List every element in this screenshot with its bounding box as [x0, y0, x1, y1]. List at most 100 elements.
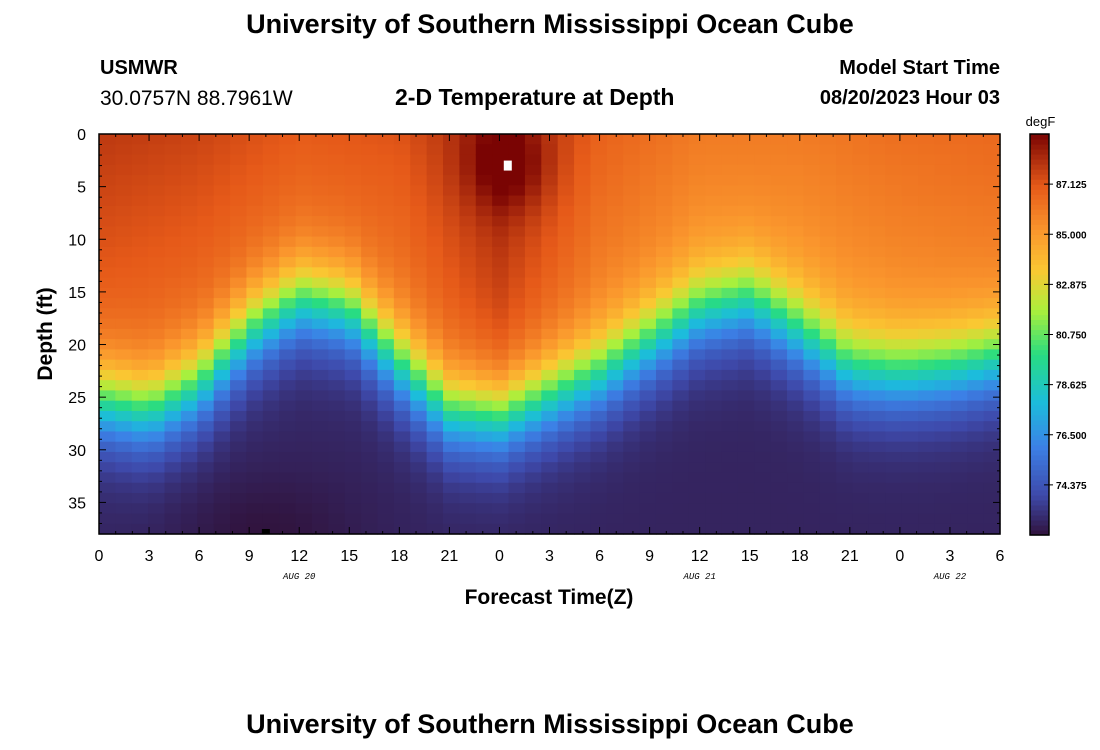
heatmap-cell — [770, 410, 788, 422]
colorbar-segment — [1030, 354, 1049, 361]
colorbar-segment — [1030, 419, 1049, 426]
heatmap-cell — [672, 349, 690, 361]
heatmap-cell — [787, 257, 805, 268]
heatmap-cell — [852, 154, 870, 166]
heatmap-cell — [770, 205, 788, 217]
heatmap-cell — [606, 298, 624, 309]
heatmap-cell — [99, 482, 116, 494]
heatmap-cell — [590, 421, 608, 433]
heatmap-cell — [148, 421, 166, 433]
heatmap-cell — [836, 236, 854, 248]
heatmap-cell — [721, 154, 739, 166]
heatmap-cell — [655, 513, 673, 525]
heatmap-cell — [918, 246, 936, 258]
heatmap-cell — [688, 380, 706, 392]
heatmap-cell — [574, 441, 592, 453]
heatmap-cell — [115, 523, 133, 535]
heatmap-cell — [131, 134, 149, 145]
heatmap-cell — [295, 513, 313, 525]
heatmap-cell — [721, 308, 739, 320]
heatmap-cell — [688, 523, 706, 535]
heatmap-cell — [688, 298, 706, 309]
heatmap-cell — [230, 513, 248, 525]
colorbar-segment — [1030, 389, 1049, 396]
heatmap-cell — [983, 349, 1001, 361]
heatmap-cell — [885, 277, 903, 289]
heatmap-cell — [688, 451, 706, 463]
heatmap-cell — [918, 257, 936, 268]
heatmap-cell — [197, 236, 215, 248]
heatmap-cell — [787, 134, 805, 145]
heatmap-cell — [361, 328, 379, 340]
heatmap-cell — [311, 462, 329, 474]
heatmap-cell — [787, 246, 805, 258]
heatmap-cell — [131, 380, 149, 392]
heatmap-cell — [328, 328, 346, 340]
heatmap-cell — [737, 175, 755, 186]
heatmap-cell — [672, 390, 690, 402]
heatmap-cell — [230, 431, 248, 443]
heatmap-cell — [262, 421, 280, 433]
heatmap-cell — [590, 134, 608, 145]
heatmap-cell — [787, 328, 805, 340]
heatmap-cell — [934, 462, 952, 474]
colorbar-segment — [1030, 149, 1049, 155]
heatmap-cell — [410, 339, 428, 350]
heatmap-cell — [344, 205, 362, 217]
heatmap-cell — [836, 287, 854, 299]
heatmap-cell — [606, 369, 624, 381]
heatmap-cell — [672, 134, 690, 145]
heatmap-cell — [967, 205, 985, 217]
heatmap-cell — [590, 287, 608, 299]
heatmap-cell — [918, 441, 936, 453]
heatmap-cell — [311, 523, 329, 535]
heatmap-cell — [344, 318, 362, 330]
colorbar-segment — [1030, 179, 1049, 185]
heatmap-cell — [361, 164, 379, 176]
heatmap-cell — [213, 482, 231, 494]
heatmap-cell — [655, 318, 673, 330]
heatmap-cell — [901, 513, 919, 525]
heatmap-cell — [377, 185, 395, 197]
heatmap-cell — [246, 472, 264, 484]
heatmap-cell — [115, 328, 133, 340]
heatmap-cell — [279, 328, 297, 340]
heatmap-cell — [934, 369, 952, 381]
heatmap-cell — [639, 328, 657, 340]
heatmap-cell — [541, 390, 559, 402]
heatmap-cell — [475, 359, 493, 371]
heatmap-cell — [508, 164, 526, 176]
heatmap-cell — [574, 277, 592, 289]
heatmap-cell — [574, 380, 592, 392]
heatmap-cell — [524, 421, 542, 433]
heatmap-cell — [344, 277, 362, 289]
heatmap-cell — [606, 144, 624, 156]
heatmap-cell — [426, 164, 444, 176]
heatmap-cell — [655, 164, 673, 176]
heatmap-cell — [868, 267, 886, 279]
heatmap-cell — [230, 205, 248, 217]
heatmap-cell — [868, 339, 886, 350]
heatmap-cell — [787, 318, 805, 330]
heatmap-cell — [868, 134, 886, 145]
heatmap-cell — [901, 236, 919, 248]
heatmap-cell — [279, 441, 297, 453]
heatmap-cell — [443, 287, 460, 299]
heatmap-cell — [934, 318, 952, 330]
heatmap-cell — [459, 421, 477, 433]
heatmap-cell — [541, 380, 559, 392]
heatmap-cell — [836, 164, 854, 176]
heatmap-cell — [361, 421, 379, 433]
heatmap-cell — [803, 216, 821, 227]
heatmap-cell — [475, 328, 493, 340]
heatmap-cell — [393, 513, 411, 525]
heatmap-cell — [459, 359, 477, 371]
heatmap-cell — [557, 523, 575, 535]
colorbar-segment — [1030, 409, 1049, 416]
heatmap-cell — [164, 205, 182, 217]
heatmap-cell — [688, 482, 706, 494]
heatmap-cell — [508, 154, 526, 166]
heatmap-cell — [639, 236, 657, 248]
heatmap-cell — [639, 195, 657, 207]
heatmap-cell — [950, 410, 968, 422]
